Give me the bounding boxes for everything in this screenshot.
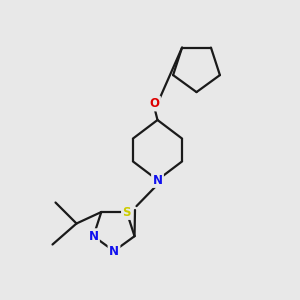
Text: S: S bbox=[122, 206, 131, 218]
Text: N: N bbox=[109, 244, 119, 258]
Text: N: N bbox=[88, 230, 98, 243]
Text: N: N bbox=[152, 173, 163, 187]
Text: O: O bbox=[149, 97, 160, 110]
